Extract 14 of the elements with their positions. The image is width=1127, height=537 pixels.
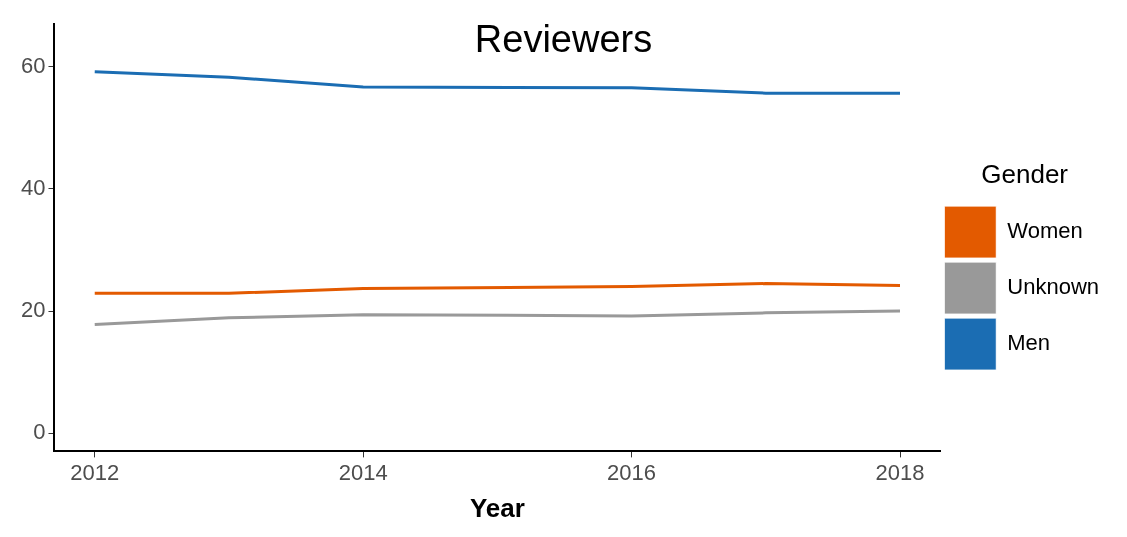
- legend-label: Men: [1007, 330, 1051, 356]
- legend-label: Unknown: [1007, 274, 1099, 300]
- chart-title: Reviewers: [474, 17, 653, 60]
- x-axis-title: Year: [469, 492, 525, 523]
- y-tick-label: 40: [20, 175, 46, 201]
- y-tick-label: 20: [20, 297, 46, 323]
- y-tick-label: 60: [20, 52, 46, 78]
- legend-label: Women: [1007, 218, 1083, 244]
- y-tick-label: 0: [33, 419, 46, 445]
- x-tick-label: 2012: [70, 459, 120, 485]
- x-tick-label: 2014: [338, 459, 388, 485]
- x-tick-label: 2016: [607, 459, 657, 485]
- x-tick-label: 2018: [875, 459, 925, 485]
- legend-title: Gender: [981, 159, 1069, 190]
